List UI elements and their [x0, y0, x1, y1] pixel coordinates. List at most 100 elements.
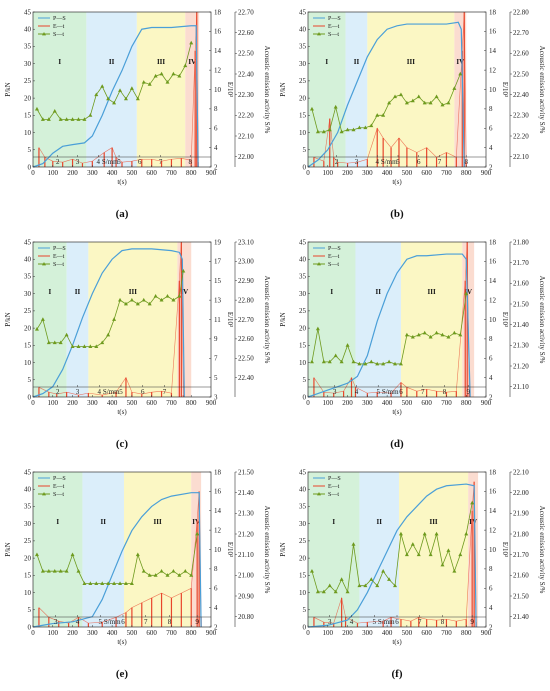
x-tick-label-t: 400	[382, 399, 393, 407]
y-tick-label-s: 22.30	[513, 112, 529, 120]
y-tick-label-e: 10	[214, 86, 222, 94]
y-tick-label-p: 0	[303, 393, 307, 401]
activity-point	[76, 569, 81, 573]
activity-point	[46, 340, 51, 345]
stage-label-IV: IV	[180, 288, 188, 296]
x-tick-label-t: 300	[87, 399, 98, 407]
activity-point	[177, 294, 182, 298]
activity-point	[141, 297, 146, 302]
activity-point	[375, 361, 380, 366]
y-tick-label-s: 23.10	[238, 238, 254, 246]
y-tick-label-e: 16	[214, 28, 222, 36]
activity-point	[165, 573, 170, 577]
activity-point	[393, 583, 398, 588]
stage-label-I: I	[58, 58, 61, 66]
y-tick-label-p: 20	[24, 554, 32, 562]
legend: P—S E—t S—t	[313, 16, 341, 38]
stage-band-2	[345, 12, 368, 167]
activity-point	[315, 589, 320, 594]
legend-label: E—t	[53, 24, 65, 30]
activity-point	[52, 340, 57, 345]
activity-point	[315, 129, 320, 134]
y-tick-label-e: 18	[214, 8, 222, 16]
panel-caption: (e)	[115, 668, 129, 680]
y-tick-label-p: 30	[24, 520, 32, 528]
activity-point	[129, 86, 134, 90]
x-tick-label-t: 0	[31, 629, 35, 637]
chart-svg: I II III IV051015202530354045P/kN3579111315…	[4, 238, 271, 416]
activity-point	[52, 569, 57, 573]
y-tick-label-s: 21.60	[513, 280, 529, 288]
y-tick-label-p: 15	[24, 342, 32, 350]
stage-label-II: II	[75, 288, 81, 296]
y-tick-label-e: 2	[214, 163, 218, 171]
x-tick-label-t: 400	[107, 629, 118, 637]
y-tick-label-p: 25	[24, 77, 32, 85]
y-tick-label-s: 21.30	[238, 510, 254, 518]
x-tick-label-s: 2	[56, 158, 60, 166]
y-axis-label-left: P/kN	[4, 542, 12, 556]
x-tick-label-t: 0	[31, 169, 35, 177]
energy-line	[313, 11, 467, 164]
y-tick-label-s: 22.00	[238, 153, 254, 161]
activity-point	[339, 129, 344, 134]
activity-point	[381, 569, 386, 573]
x-axis-label-t: t(s)	[392, 638, 402, 646]
x-tick-label-t: 700	[166, 629, 177, 637]
activity-point	[452, 330, 457, 335]
activity-point	[153, 294, 158, 298]
x-tick-label-t: 800	[186, 169, 197, 177]
y-tick-label-p: 40	[299, 26, 307, 34]
stage-band-3	[367, 12, 455, 167]
y-tick-label-e: 18	[489, 8, 497, 16]
x-tick-label-s: 4	[98, 388, 102, 396]
activity-point	[416, 94, 421, 99]
activity-point	[100, 84, 105, 88]
y-tick-label-p: 5	[303, 376, 307, 384]
activity-point	[153, 573, 158, 577]
y-tick-label-s: 22.70	[513, 29, 529, 37]
x-tick-label-t: 500	[127, 399, 138, 407]
y-tick-label-p: 20	[24, 94, 32, 102]
activity-point	[363, 361, 368, 366]
x-tick-label-t: 800	[186, 629, 197, 637]
stage-label-III: III	[129, 288, 137, 296]
activity-point	[82, 117, 87, 121]
x-tick-label-s: 5	[117, 158, 121, 166]
activity-point	[369, 577, 374, 581]
stage-label-II: II	[376, 518, 382, 526]
y-tick-label-s: 21.40	[238, 489, 254, 497]
activity-line	[311, 502, 473, 594]
y-tick-label-e: 14	[214, 507, 222, 515]
activity-point	[327, 583, 332, 588]
activity-point	[46, 569, 51, 573]
load-curve	[307, 21, 465, 168]
stage-label-I: I	[56, 518, 59, 526]
y-tick-label-e: 9	[214, 335, 218, 343]
y-tick-label-e: 10	[489, 316, 497, 324]
activity-point	[141, 569, 146, 573]
chart-panel-f: I II III IV 0 5 10 15 20 25 30 35 40 45 P/kN 2 4 6 8 10 12 14…	[275, 460, 550, 690]
x-tick-label-t: 900	[481, 629, 492, 637]
x-tick-label-s: 7	[438, 158, 442, 166]
panel-caption: (b)	[390, 208, 404, 220]
activity-point	[410, 334, 415, 339]
x-tick-label-s: 3	[54, 618, 58, 626]
y-tick-label-e: 7	[214, 355, 218, 363]
y-tick-label-p: 40	[299, 486, 307, 494]
activity-point	[123, 96, 128, 101]
activity-point	[100, 340, 105, 345]
x-tick-label-s: 3	[355, 158, 359, 166]
y-tick-label-s: 21.70	[513, 259, 529, 267]
y-axis-label-left: P/kN	[279, 312, 287, 326]
y-tick-label-e: 18	[214, 468, 222, 476]
y-tick-label-s: 22.10	[513, 153, 529, 161]
y-tick-label-p: 5	[28, 606, 32, 614]
y-tick-label-e: 11	[214, 316, 221, 324]
y-tick-label-s: 23.00	[238, 258, 254, 266]
activity-point	[123, 581, 128, 585]
stage-band-3	[398, 472, 469, 627]
activity-point	[339, 359, 344, 364]
x-tick-label-s: 3	[76, 388, 80, 396]
y-tick-label-e: 2	[489, 163, 493, 171]
